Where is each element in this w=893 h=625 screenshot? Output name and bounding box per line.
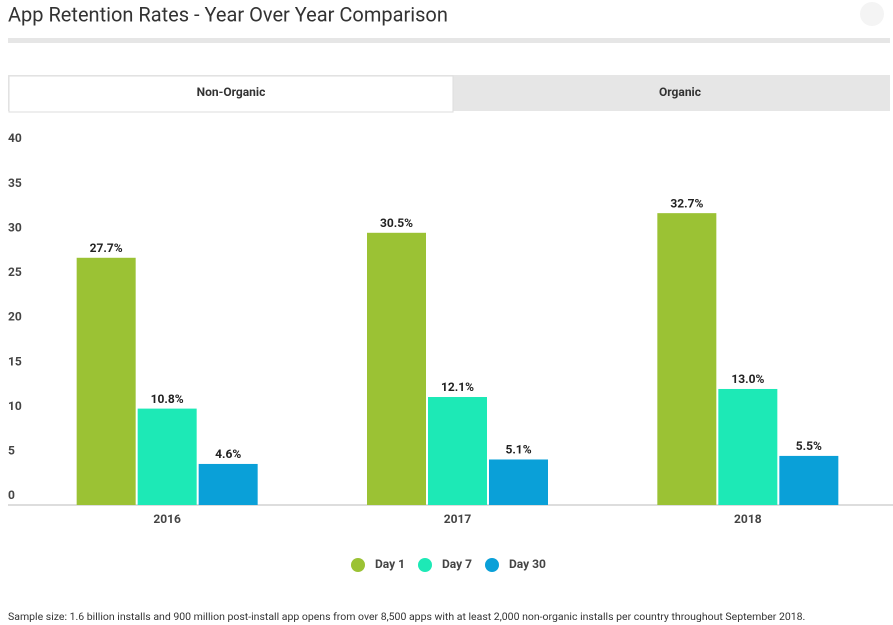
y-tick-label: 0 [8, 488, 15, 502]
bar [428, 397, 487, 505]
legend-marker [485, 558, 499, 572]
value-label: 10.8% [151, 392, 184, 406]
bar [76, 257, 136, 505]
bar [779, 455, 839, 505]
tab-active[interactable] [8, 75, 454, 113]
chart-title: App Retention Rates - Year Over Year Com… [8, 2, 448, 26]
legend-label: Day 1 [375, 557, 405, 571]
value-label: 4.6% [215, 447, 241, 461]
value-label: 27.7% [90, 241, 123, 255]
legend-marker [418, 558, 432, 572]
y-tick-label: 15 [8, 354, 22, 368]
y-tick-label: 40 [8, 131, 22, 145]
value-label: 5.5% [796, 439, 822, 453]
value-label: 13.0% [731, 372, 764, 386]
bar [198, 463, 258, 505]
value-label: 12.1% [441, 380, 474, 394]
legend-label: Day 7 [442, 557, 472, 571]
legend-marker [351, 558, 365, 572]
x-tick-label: 2018 [734, 512, 762, 526]
y-tick-label: 20 [8, 310, 22, 324]
y-tick-label: 10 [8, 399, 22, 413]
tab-label[interactable]: Non-Organic [197, 85, 266, 99]
y-tick-label: 35 [8, 176, 22, 190]
x-tick-label: 2016 [153, 512, 181, 526]
tab-label[interactable]: Organic [659, 85, 701, 99]
value-label: 5.1% [505, 443, 531, 457]
bar [137, 408, 197, 505]
x-tick-label: 2017 [444, 512, 472, 526]
bar [489, 459, 548, 505]
title-rule [8, 38, 890, 43]
value-label: 32.7% [670, 196, 703, 210]
icon [860, 2, 884, 26]
bar [657, 213, 717, 505]
bar [718, 388, 778, 505]
bar [367, 232, 426, 505]
y-tick-label: 25 [8, 265, 22, 279]
y-tick-label: 5 [8, 444, 15, 458]
value-label: 30.5% [380, 216, 413, 230]
y-tick-label: 30 [8, 220, 22, 234]
legend-label: Day 30 [509, 557, 546, 571]
footnote: Sample size: 1.6 billion installs and 90… [8, 610, 805, 623]
